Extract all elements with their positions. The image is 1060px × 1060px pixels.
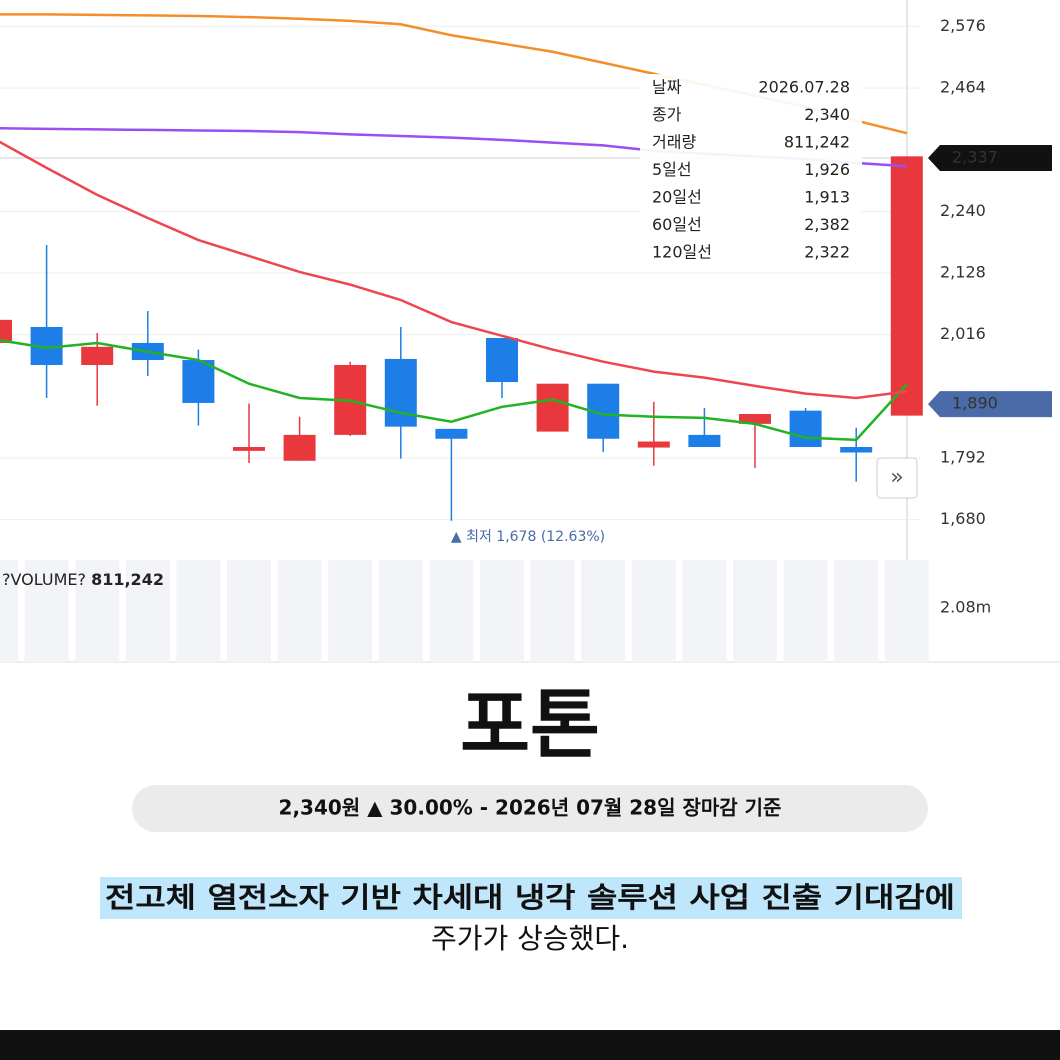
tooltip-label: 60일선 [652, 215, 702, 234]
candle-body [182, 360, 215, 403]
tooltip [640, 74, 862, 272]
price-tag-label: 1,890 [952, 394, 998, 413]
tooltip-label: 날짜 [652, 78, 682, 97]
volume-column [682, 560, 727, 662]
price-tag [928, 144, 1052, 171]
volume-column [480, 560, 524, 662]
tooltip-label: 20일선 [652, 188, 702, 207]
candle-body [435, 428, 468, 439]
tooltip-value: 2,382 [804, 215, 850, 234]
caption-rest: 주가가 상승했다. [431, 922, 629, 955]
volume-column [884, 560, 929, 662]
ma-line [0, 140, 907, 400]
tooltip-label: 종가 [652, 105, 682, 124]
volume-column [328, 560, 373, 662]
footer-bar [0, 1030, 1060, 1060]
y-tick-label: 2,464 [940, 78, 986, 97]
volume-tick: 2.08m [940, 598, 991, 617]
tooltip-label: 5일선 [652, 160, 692, 179]
scroll-icon: » [890, 465, 903, 490]
price-tag-label: 2,337 [952, 147, 998, 166]
volume-value: 811,242 [91, 570, 164, 589]
volume-column [581, 560, 626, 662]
volume-column [277, 560, 322, 662]
summary: 2,340원 ▲ 30.00% - 2026년 07월 28일 장마감 기준 [279, 796, 782, 820]
volume-column [733, 560, 777, 662]
tooltip-value: 1,926 [804, 160, 850, 179]
stock-name: 포톤 [460, 680, 600, 769]
y-tick-label: 1,680 [940, 509, 986, 528]
candle-body [789, 410, 822, 448]
tooltip-value: 2,340 [804, 105, 850, 124]
volume-column [75, 560, 120, 662]
y-tick-label: 1,792 [940, 448, 986, 467]
tooltip-label: 120일선 [652, 243, 712, 262]
y-tick-label: 2,128 [940, 263, 986, 282]
volume-column [125, 560, 170, 662]
volume-label: ?VOLUME? 811,242 [2, 570, 164, 589]
y-tick-label: 2,016 [940, 324, 986, 343]
volume-column [429, 560, 474, 662]
low-annotation: ▲ 최저 1,678 (12.63%) [451, 529, 605, 545]
candle-body [384, 358, 417, 427]
candle-body [233, 447, 265, 451]
volume-column [176, 560, 221, 662]
y-tick-label: 2,576 [940, 16, 986, 35]
volume-column [0, 560, 18, 662]
volume-column [530, 560, 575, 662]
candle-body [283, 434, 316, 461]
volume-column [378, 560, 423, 662]
price-tag [928, 391, 1052, 418]
tooltip-value: 2,322 [804, 243, 850, 262]
volume-column [24, 560, 69, 662]
tooltip-value: 811,242 [784, 133, 850, 152]
ma-line [0, 339, 908, 442]
candle-body [81, 346, 114, 365]
candle-body [840, 447, 873, 453]
volume-column [227, 560, 271, 662]
summary-pill [132, 785, 928, 832]
tooltip-value: 1,913 [804, 188, 850, 207]
candle-body [688, 434, 721, 448]
chart-background [0, 0, 1060, 662]
candle-body [486, 338, 518, 383]
volume-column [631, 560, 676, 662]
y-tick-label: 2,240 [940, 201, 986, 220]
caption-highlight: 전고체 열전소자 기반 차세대 냉각 솔루션 사업 진출 기대감에 [105, 881, 955, 914]
highlight-bg [100, 877, 962, 919]
scroll-button[interactable] [876, 457, 918, 499]
volume-column [834, 560, 879, 662]
volume-name: ?VOLUME? [2, 570, 86, 589]
candle-body [739, 413, 771, 424]
tooltip-value: 2026.07.28 [758, 78, 850, 97]
candle-body [890, 156, 923, 416]
candle-body [637, 441, 670, 448]
candle-body [536, 383, 569, 432]
volume-column [783, 560, 828, 662]
tooltip-label: 거래량 [652, 133, 696, 152]
candle-body [0, 319, 12, 343]
